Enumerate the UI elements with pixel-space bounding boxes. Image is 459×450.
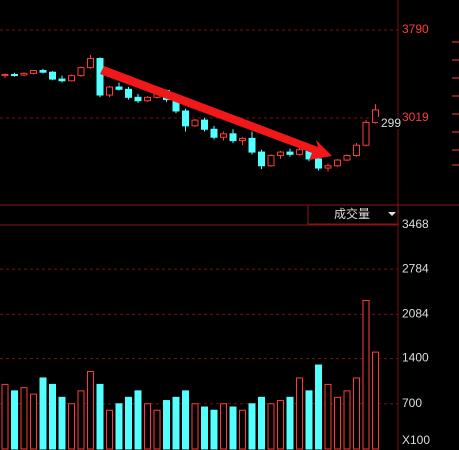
indicator-label: 成交量: [334, 206, 370, 221]
candle-body: [125, 88, 132, 98]
candle-body: [134, 96, 142, 102]
candle-body: [96, 58, 104, 96]
volume-bar: [115, 403, 123, 450]
volume-bar: [248, 403, 256, 450]
depth-ticks: [452, 41, 459, 166]
volume-bar: [353, 377, 360, 450]
candle-body: [39, 70, 47, 73]
y-tick-label: 2784: [402, 261, 429, 275]
candle-body: [220, 133, 227, 138]
volume-bar: [125, 396, 132, 450]
volume-bar: [77, 390, 85, 450]
candle-body: [106, 86, 113, 96]
candle-body: [210, 128, 218, 138]
dropdown-caret: [388, 212, 396, 216]
volume-bar: [239, 409, 246, 450]
candle-body: [201, 119, 208, 130]
volume-bar: [324, 383, 332, 450]
candle-body: [68, 75, 75, 82]
y-tick-label: 700: [402, 396, 422, 410]
candle-body: [277, 151, 284, 156]
volume-bar: [1, 383, 9, 450]
candle-body: [1, 73, 9, 77]
candle-body: [182, 110, 189, 127]
candle-body: [324, 165, 332, 169]
candle-body: [267, 154, 275, 167]
volume-bar: [267, 403, 275, 450]
volume-bar: [277, 400, 284, 450]
volume-bar: [220, 403, 227, 450]
volume-bar: [163, 400, 170, 450]
volume-bar: [153, 409, 161, 450]
volume-bar: [334, 396, 341, 450]
volume-bar: [39, 377, 47, 450]
candle-body: [296, 149, 303, 155]
plot: 3790 3019 3468 2784 2084 1400 700: [0, 22, 429, 450]
volume-bar: [106, 409, 113, 450]
candle-body: [115, 86, 123, 90]
candle-body: [30, 70, 37, 74]
indicator-select[interactable]: [307, 204, 399, 225]
volume-bar: [11, 390, 18, 450]
candle-body: [229, 133, 237, 142]
y-tick-label: 3019: [402, 110, 429, 124]
volume-bar: [201, 406, 208, 450]
volume-bar: [172, 396, 180, 450]
unit-label: X100: [402, 433, 430, 447]
volume-bar: [58, 396, 66, 450]
candle-body: [191, 119, 199, 127]
candle-body: [286, 151, 294, 155]
volume-bar: [296, 377, 303, 450]
y-tick-label: 3468: [402, 217, 429, 231]
candle-body: [372, 109, 379, 123]
trend-arrow: [100, 66, 332, 160]
y-tick-label: 1400: [402, 351, 429, 365]
candle-body: [58, 78, 66, 82]
volume-bar: [229, 406, 237, 450]
volume-bar: [182, 390, 189, 450]
volume-bar: [362, 299, 370, 450]
volume-bar: [305, 390, 313, 450]
volume-bar: [87, 370, 94, 450]
volume-bar: [144, 403, 151, 450]
candle-body: [334, 159, 341, 167]
volume-bar: [343, 390, 351, 450]
price-tag: [378, 117, 400, 129]
volume-bar: [191, 403, 199, 450]
volume-bar: [20, 387, 28, 450]
volume-bar: [49, 383, 56, 450]
volume-bar: [134, 390, 142, 450]
candle-body: [258, 151, 265, 167]
volume-bar: [315, 364, 322, 450]
candle-body: [20, 72, 28, 76]
candle-body: [353, 144, 360, 156]
candle-body: [11, 73, 18, 76]
volume-bar: [68, 403, 75, 450]
candle-body: [248, 137, 256, 153]
candle-body: [315, 158, 322, 169]
volume-bar: [30, 393, 37, 450]
candle-body: [77, 67, 85, 77]
volume-bar: [372, 351, 379, 450]
candle-body: [87, 58, 94, 69]
candle-body: [49, 71, 56, 80]
y-tick-label: 3790: [402, 22, 429, 36]
volume-bar: [286, 396, 294, 450]
price-tag-text: 299: [381, 116, 401, 130]
volume-bar: [96, 383, 104, 450]
volume-bar: [210, 409, 218, 450]
y-tick-label: 2084: [402, 307, 429, 321]
candle-body: [343, 154, 351, 161]
candle-body: [362, 121, 370, 146]
volume-bar: [258, 396, 265, 450]
candle-body: [144, 96, 151, 102]
candle-body: [239, 137, 246, 142]
